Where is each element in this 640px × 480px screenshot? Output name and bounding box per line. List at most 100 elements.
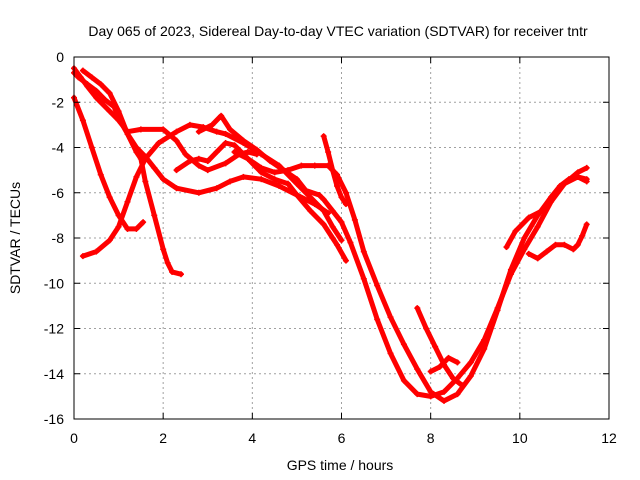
data-point: [115, 108, 122, 115]
grid-lines: [74, 57, 609, 419]
data-point: [320, 221, 327, 228]
data-point: [240, 173, 247, 180]
data-point: [427, 368, 434, 375]
data-point: [133, 149, 140, 156]
data-point: [213, 149, 220, 156]
data-point: [311, 162, 318, 169]
series-arc-4: [80, 68, 184, 277]
data-point: [231, 149, 238, 156]
series-arc-3: [71, 70, 331, 216]
data-point: [244, 149, 251, 156]
data-point: [579, 232, 586, 239]
data-point: [338, 219, 345, 226]
y-tick-label: -10: [44, 275, 64, 291]
data-point: [329, 223, 336, 230]
data-point: [400, 341, 407, 348]
data-point: [574, 241, 581, 248]
data-point: [441, 397, 448, 404]
data-point: [320, 207, 327, 214]
data-point: [195, 155, 202, 162]
data-point: [374, 316, 381, 323]
data-point: [75, 74, 82, 81]
data-point: [178, 271, 184, 278]
data-point: [160, 246, 167, 253]
data-point: [414, 305, 421, 312]
y-tick-label: -14: [44, 366, 64, 382]
data-point: [97, 171, 104, 178]
data-point: [106, 90, 113, 97]
data-point: [173, 128, 180, 135]
data-point: [285, 167, 291, 174]
data-point: [124, 130, 131, 137]
data-point: [583, 164, 590, 171]
data-point: [293, 176, 300, 183]
data-point: [334, 241, 341, 248]
data-point: [525, 214, 532, 221]
data-point: [173, 167, 180, 174]
chart-title: Day 065 of 2023, Sidereal Day-to-day VTE…: [88, 23, 588, 39]
data-point: [400, 377, 407, 384]
data-point: [293, 192, 300, 199]
data-point: [271, 176, 278, 183]
data-point: [151, 212, 158, 219]
y-tick-labels: 0 -2 -4 -6 -8 -10 -12 -14 -16: [44, 49, 64, 427]
data-point: [561, 241, 568, 248]
data-point: [186, 158, 193, 165]
data-point: [338, 237, 345, 244]
data-point: [342, 189, 349, 196]
x-axis-label: GPS time / hours: [287, 457, 394, 473]
data-point: [342, 257, 349, 264]
data-point: [204, 158, 211, 165]
data-point: [213, 128, 220, 135]
data-point: [151, 164, 158, 171]
data-point: [441, 388, 448, 395]
data-point: [227, 178, 234, 185]
data-point: [164, 259, 171, 266]
data-point: [556, 182, 563, 189]
data-point: [432, 343, 439, 350]
data-point: [93, 87, 100, 94]
data-point: [539, 207, 546, 214]
data-point: [548, 194, 555, 201]
data-point: [169, 268, 176, 275]
data-point: [543, 248, 550, 255]
data-point: [88, 144, 95, 151]
x-tick-label: 12: [601, 430, 617, 446]
data-point: [534, 255, 541, 262]
data-point: [329, 167, 336, 174]
data-point: [106, 237, 113, 244]
data-point: [253, 146, 260, 153]
x-tick-label: 6: [338, 430, 346, 446]
x-tick-labels: 0 2 4 6 8 10 12: [70, 430, 617, 446]
data-point: [325, 149, 332, 156]
data-point: [195, 162, 202, 169]
data-point: [142, 155, 149, 162]
y-axis-label: SDTVAR / TECUs: [7, 182, 23, 294]
data-point: [218, 112, 225, 119]
data-point: [88, 74, 95, 81]
data-point: [507, 266, 514, 273]
data-point: [133, 225, 140, 232]
data-point: [160, 176, 167, 183]
data-point: [414, 391, 421, 398]
data-point: [222, 160, 229, 167]
data-point: [307, 207, 314, 214]
data-point: [351, 216, 358, 223]
data-point: [97, 81, 104, 88]
data-point: [583, 178, 590, 185]
data-point: [583, 221, 590, 228]
data-series: [71, 65, 590, 404]
data-point: [298, 162, 305, 169]
data-point: [503, 244, 510, 251]
data-point: [458, 382, 465, 389]
data-point: [320, 196, 327, 203]
data-point: [213, 185, 220, 192]
data-point: [222, 130, 229, 137]
axis-ticks: [73, 56, 610, 420]
data-point: [316, 192, 323, 199]
data-point: [115, 223, 122, 230]
data-point: [494, 307, 501, 314]
data-point: [244, 155, 251, 162]
